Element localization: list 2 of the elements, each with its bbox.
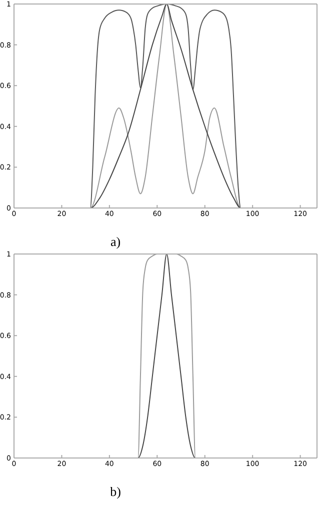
x-axis-title: b): [110, 484, 121, 499]
x-axis-title: a): [110, 234, 121, 249]
